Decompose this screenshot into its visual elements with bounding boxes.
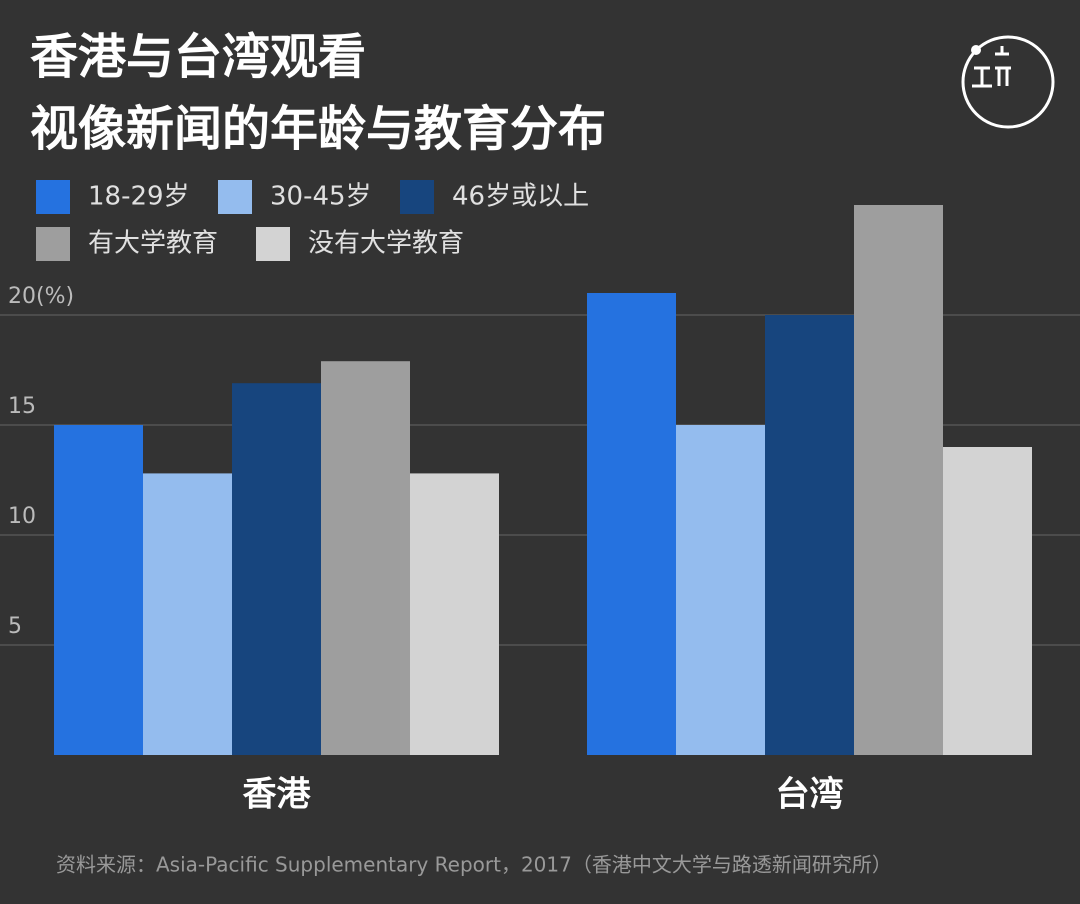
legend-label: 18-29岁 bbox=[88, 182, 190, 212]
y-tick-label: 5 bbox=[8, 614, 22, 639]
legend-label: 有大学教育 bbox=[88, 229, 218, 259]
legend-swatch bbox=[218, 180, 252, 214]
logo bbox=[961, 35, 1055, 129]
chart-title: 香港与台湾观看 bbox=[30, 29, 366, 85]
bar bbox=[410, 473, 499, 755]
bar bbox=[765, 315, 854, 755]
legend-label: 30-45岁 bbox=[270, 182, 372, 212]
legend-label: 没有大学教育 bbox=[308, 229, 464, 259]
chart-title: 视像新闻的年龄与教育分布 bbox=[30, 101, 606, 157]
bar bbox=[943, 447, 1032, 755]
y-tick-label: 10 bbox=[8, 504, 36, 529]
bar bbox=[587, 293, 676, 755]
y-tick-label: 20(%) bbox=[8, 284, 74, 309]
bar bbox=[54, 425, 143, 755]
y-tick-label: 15 bbox=[8, 394, 36, 419]
legend-swatch bbox=[256, 227, 290, 261]
source-note: 资料来源：Asia-Pacific Supplementary Report，2… bbox=[56, 853, 892, 877]
bar bbox=[143, 473, 232, 755]
logo-glyph bbox=[972, 46, 1011, 88]
bar bbox=[321, 361, 410, 755]
legend-swatch bbox=[36, 227, 70, 261]
bar bbox=[676, 425, 765, 755]
x-tick-label: 香港 bbox=[243, 775, 312, 815]
bar bbox=[232, 383, 321, 755]
logo-dot bbox=[971, 45, 981, 55]
logo-circle bbox=[961, 35, 1055, 129]
legend-swatch bbox=[36, 180, 70, 214]
bar bbox=[854, 205, 943, 755]
legend-label: 46岁或以上 bbox=[452, 182, 589, 212]
legend-swatch bbox=[400, 180, 434, 214]
x-tick-label: 台湾 bbox=[776, 775, 844, 815]
